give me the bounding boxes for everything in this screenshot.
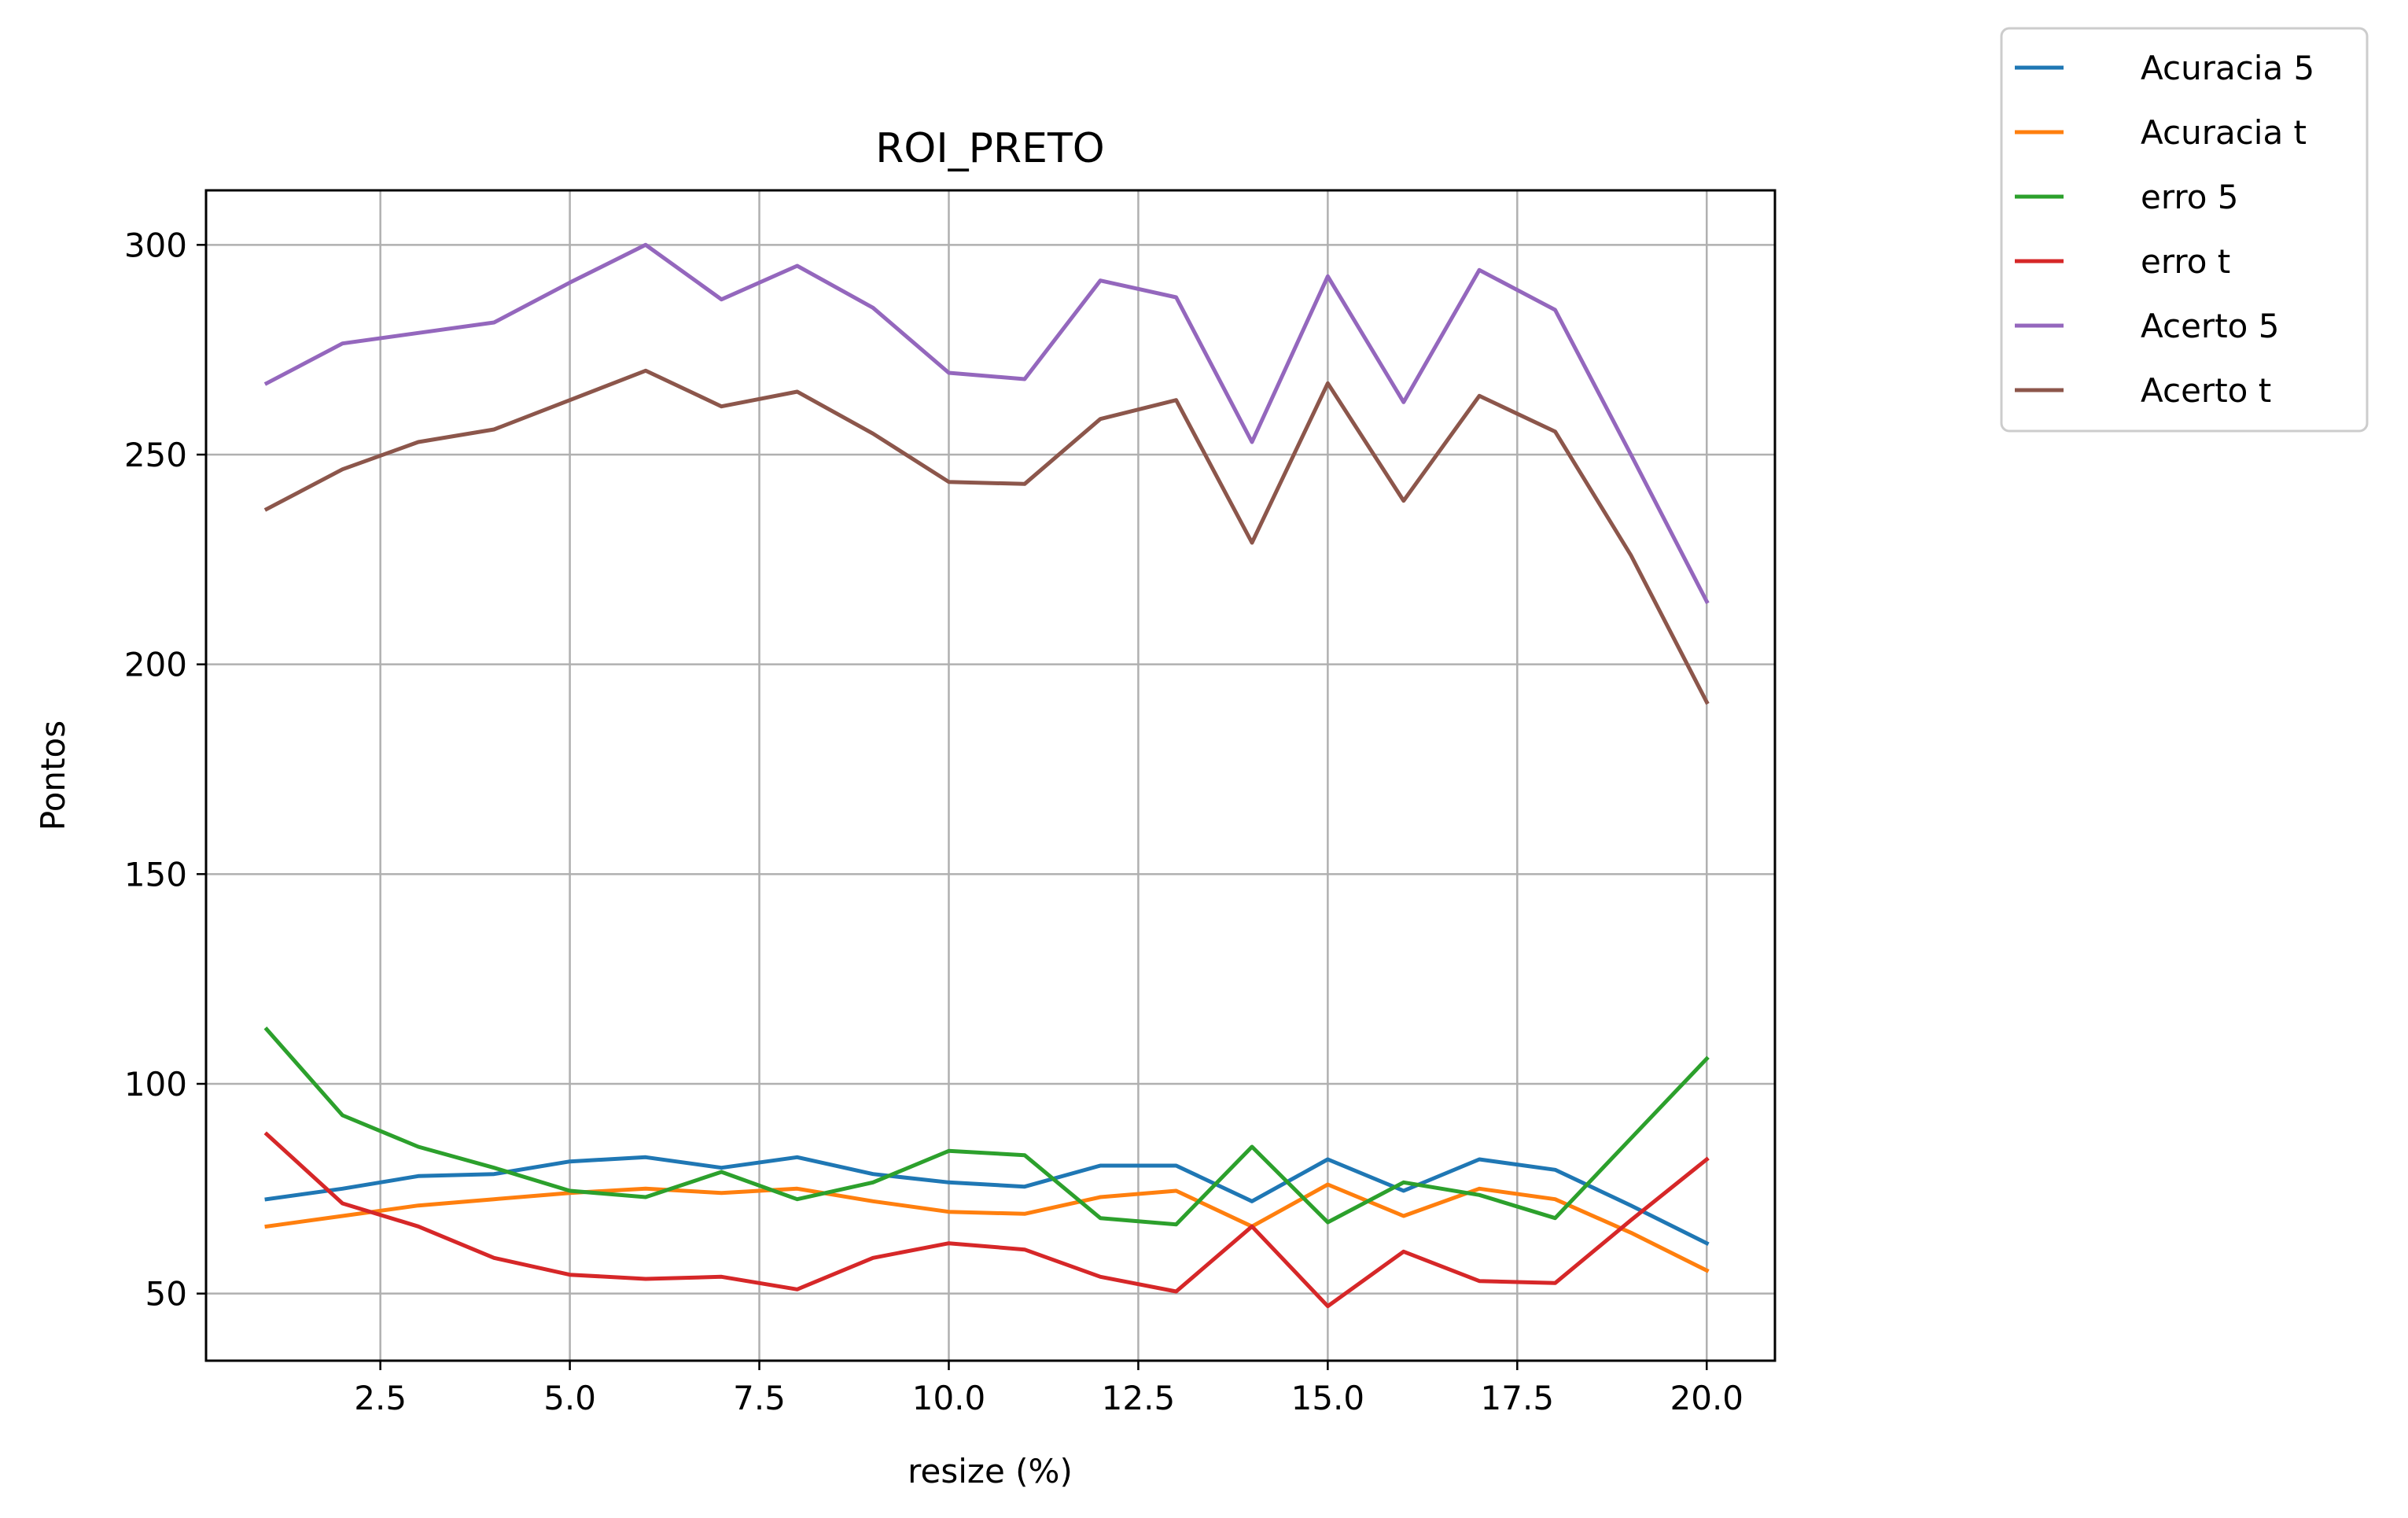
y-tick-label: 100 xyxy=(124,1065,187,1103)
x-tick-label: 20.0 xyxy=(1670,1379,1744,1417)
x-axis-label: resize (%) xyxy=(908,1452,1073,1490)
legend: Acuracia 5 Acuracia t erro 5 erro t Acerto 5… xyxy=(2000,27,2369,433)
y-tick-label: 250 xyxy=(124,436,187,474)
legend-box xyxy=(2000,27,2369,433)
series-line-acerto-5 xyxy=(263,242,1710,605)
x-tick-label: 10.0 xyxy=(912,1379,986,1417)
y-axis-ticks: 50 100 150 200 250 300 xyxy=(124,226,206,1314)
y-axis-label: Pontos xyxy=(34,720,72,831)
x-tick-label: 7.5 xyxy=(733,1379,786,1417)
y-tick-label: 50 xyxy=(145,1275,187,1314)
x-axis-ticks: 2.5 5.0 7.5 10.0 12.5 15.0 17.5 20.0 xyxy=(354,1361,1743,1417)
y-tick-label: 300 xyxy=(124,226,187,264)
x-tick-label: 17.5 xyxy=(1481,1379,1555,1417)
legend-label-acuracia-t: Acuracia t xyxy=(2141,113,2307,152)
x-tick-label: 5.0 xyxy=(543,1379,596,1417)
plot-frame xyxy=(204,189,1777,1362)
x-tick-label: 2.5 xyxy=(354,1379,407,1417)
legend-label-acerto-5: Acerto 5 xyxy=(2141,307,2279,345)
series-line-erro-t xyxy=(263,1131,1710,1309)
legend-items: Acuracia 5 Acuracia t erro 5 erro t Acerto 5… xyxy=(2015,49,2314,410)
chart-title: ROI_PRETO xyxy=(875,125,1104,172)
x-tick-label: 12.5 xyxy=(1102,1379,1176,1417)
legend-label-erro-5: erro 5 xyxy=(2141,178,2238,216)
legend-label-erro-t: erro t xyxy=(2141,242,2230,281)
y-tick-label: 200 xyxy=(124,646,187,684)
x-tick-label: 15.0 xyxy=(1291,1379,1365,1417)
legend-label-acuracia-5: Acuracia 5 xyxy=(2141,49,2314,87)
legend-label-acerto-t: Acerto t xyxy=(2141,371,2271,410)
series-line-acerto-t xyxy=(263,368,1710,706)
series-line-erro-5 xyxy=(263,1026,1710,1227)
series-lines xyxy=(263,242,1710,1309)
y-tick-label: 150 xyxy=(124,855,187,893)
grid xyxy=(206,190,1775,1361)
